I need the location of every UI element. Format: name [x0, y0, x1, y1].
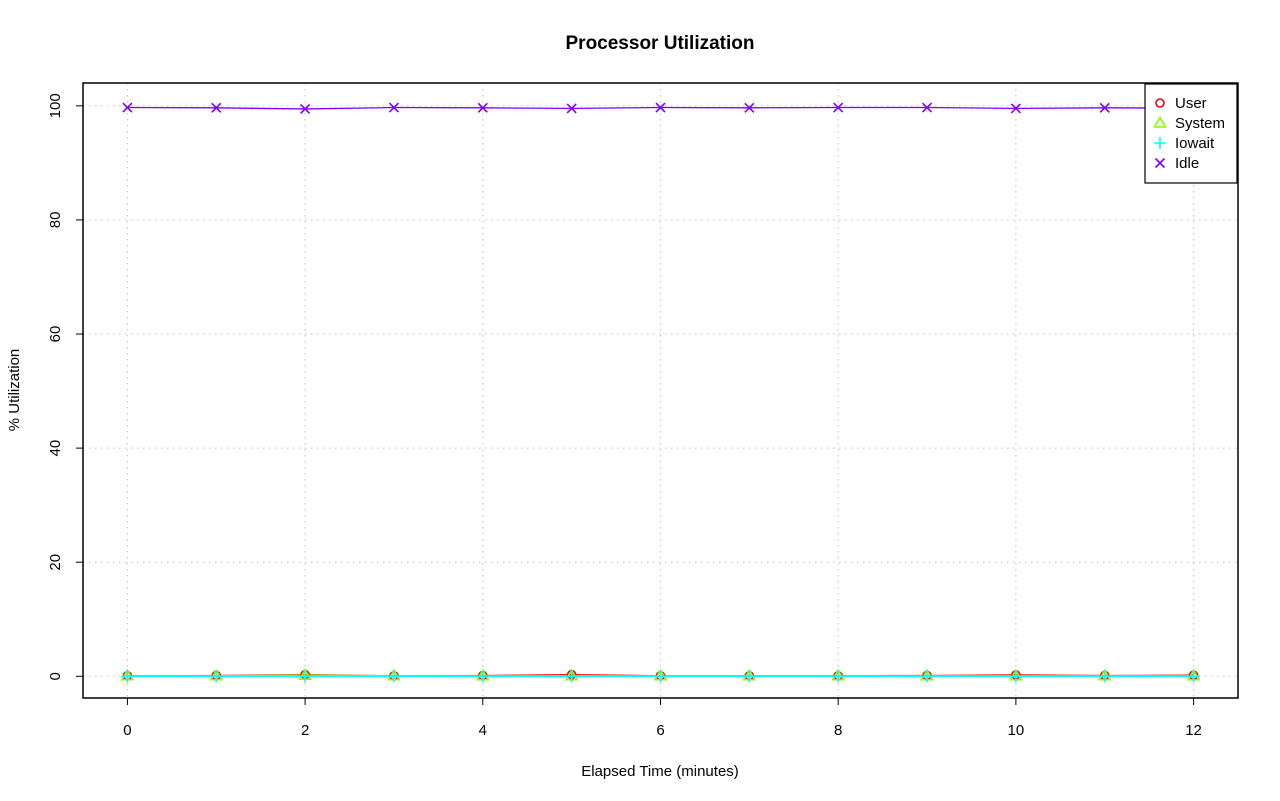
data-point-idle: [122, 102, 133, 113]
x-tick-label: 10: [1008, 722, 1025, 739]
x-tick-label: 4: [479, 722, 487, 739]
legend-label-user: User: [1175, 95, 1207, 112]
data-point-idle: [655, 102, 666, 113]
x-tick-label: 8: [834, 722, 842, 739]
legend-label-idle: Idle: [1175, 155, 1199, 172]
plot-frame: [82, 82, 1239, 699]
grid-lines: [83, 83, 1238, 698]
data-point-idle: [300, 103, 311, 115]
legend-marker-idle: [1154, 157, 1166, 169]
series-markers: [120, 102, 1201, 683]
data-point-idle: [388, 102, 400, 113]
data-point-iowait: [743, 670, 756, 683]
y-axis-title: % Utilization: [6, 349, 23, 432]
y-tick-label: 40: [47, 440, 64, 457]
data-point-idle: [1010, 103, 1021, 114]
x-tick-label: 6: [656, 722, 664, 739]
data-point-iowait: [121, 670, 134, 683]
x-tick-label: 0: [123, 722, 131, 739]
data-point-iowait: [1098, 670, 1111, 683]
data-point-iowait: [832, 670, 845, 683]
data-point-idle: [833, 102, 844, 113]
data-point-iowait: [1187, 670, 1200, 683]
data-point-iowait: [476, 670, 489, 683]
data-point-iowait: [299, 670, 312, 683]
data-point-idle: [921, 102, 933, 113]
data-point-idle: [566, 103, 577, 114]
data-point-idle: [1099, 102, 1110, 113]
x-tick-label: 2: [301, 722, 309, 739]
y-axis: 0 20 40 60 80 100: [47, 93, 83, 680]
y-tick-label: 0: [47, 672, 64, 680]
legend: User System Iowait Idle: [1144, 83, 1238, 184]
legend-marker-system: [1153, 115, 1167, 128]
legend-marker-user: [1155, 98, 1165, 108]
y-tick-label: 60: [47, 326, 64, 343]
x-axis-title: Elapsed Time (minutes): [581, 763, 739, 780]
data-point-idle: [211, 102, 222, 113]
legend-box: [1144, 83, 1238, 184]
data-point-iowait: [565, 670, 578, 683]
series-lines: [127, 106, 1194, 677]
y-tick-label: 80: [47, 212, 64, 229]
x-axis: 0 2 4 6 8 10 12: [123, 698, 1202, 739]
data-point-iowait: [387, 670, 400, 683]
chart-title: Processor Utilization: [566, 33, 755, 54]
x-tick-label: 12: [1185, 722, 1202, 739]
data-point-iowait: [1009, 670, 1022, 683]
data-point-iowait: [654, 670, 667, 683]
y-tick-label: 20: [47, 554, 64, 571]
data-point-iowait: [210, 670, 223, 683]
legend-marker-iowait: [1154, 137, 1166, 149]
data-point-iowait: [921, 670, 934, 683]
data-point-idle: [744, 102, 755, 113]
y-tick-label: 100: [47, 93, 64, 118]
legend-label-system: System: [1175, 115, 1225, 132]
data-point-idle: [477, 102, 488, 113]
legend-label-iowait: Iowait: [1175, 135, 1215, 152]
